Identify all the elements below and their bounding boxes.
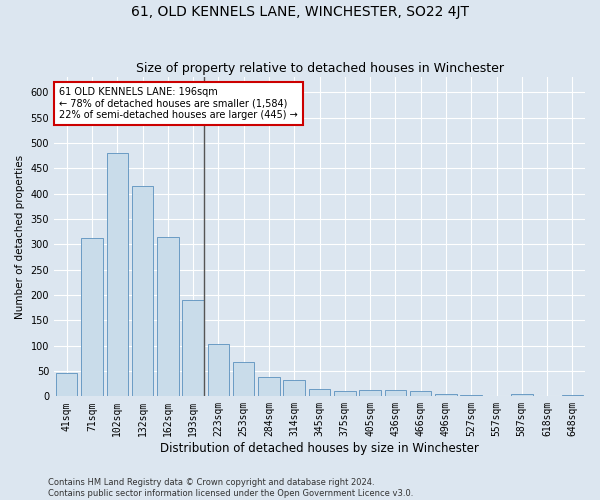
Bar — [334, 391, 356, 396]
Bar — [56, 372, 77, 396]
Bar — [385, 390, 406, 396]
Bar — [435, 394, 457, 396]
Text: Contains HM Land Registry data © Crown copyright and database right 2024.
Contai: Contains HM Land Registry data © Crown c… — [48, 478, 413, 498]
Text: 61, OLD KENNELS LANE, WINCHESTER, SO22 4JT: 61, OLD KENNELS LANE, WINCHESTER, SO22 4… — [131, 5, 469, 19]
Bar — [258, 377, 280, 396]
Bar — [309, 389, 330, 396]
Bar — [359, 390, 381, 396]
Bar — [511, 394, 533, 396]
Bar — [233, 362, 254, 396]
Y-axis label: Number of detached properties: Number of detached properties — [15, 154, 25, 319]
Bar — [460, 395, 482, 396]
Bar — [283, 380, 305, 396]
Text: 61 OLD KENNELS LANE: 196sqm
← 78% of detached houses are smaller (1,584)
22% of : 61 OLD KENNELS LANE: 196sqm ← 78% of det… — [59, 86, 298, 120]
Bar — [208, 344, 229, 397]
Bar — [81, 238, 103, 396]
Bar — [182, 300, 204, 396]
X-axis label: Distribution of detached houses by size in Winchester: Distribution of detached houses by size … — [160, 442, 479, 455]
Bar — [157, 236, 179, 396]
Title: Size of property relative to detached houses in Winchester: Size of property relative to detached ho… — [136, 62, 503, 74]
Bar — [132, 186, 153, 396]
Bar — [107, 153, 128, 396]
Bar — [410, 392, 431, 396]
